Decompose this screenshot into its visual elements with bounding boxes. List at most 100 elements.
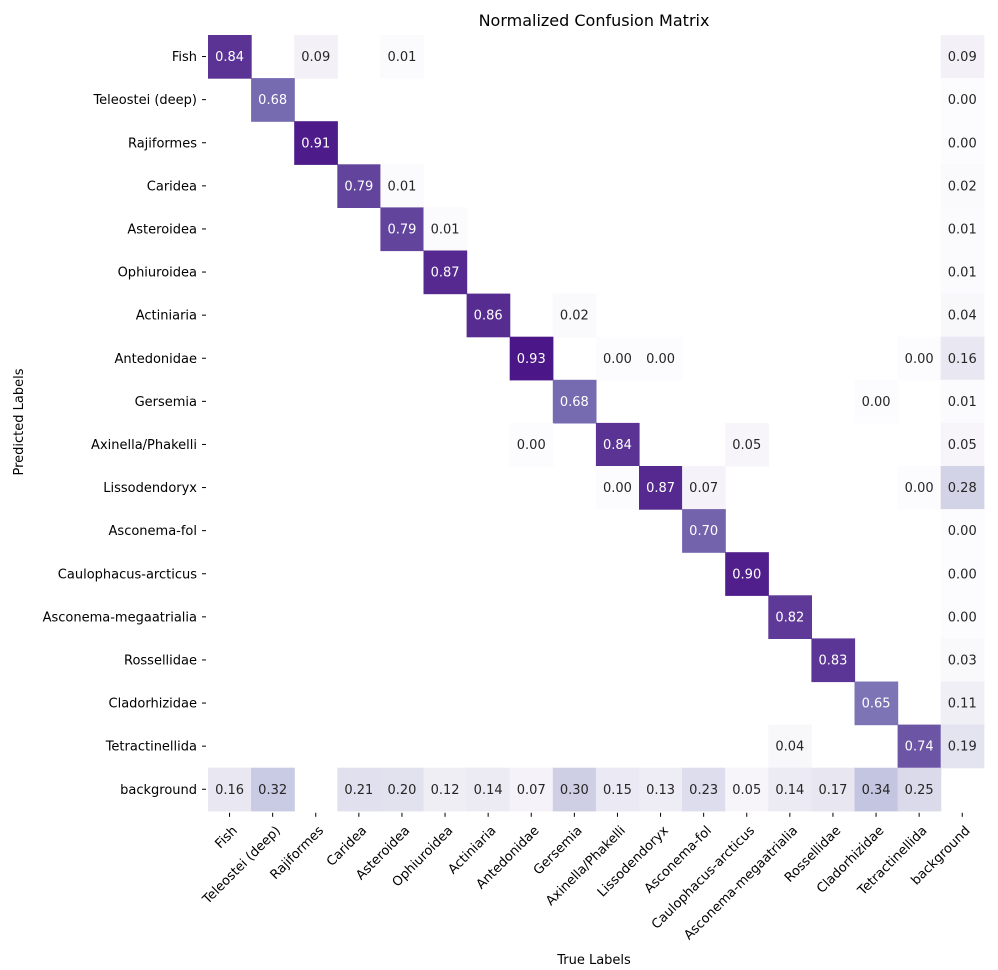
heatmap-cell [940, 78, 985, 122]
y-tick-label: Rajiformes [128, 136, 197, 151]
cell-value-label: 0.02 [560, 309, 589, 324]
cell-value-label: 0.00 [948, 610, 977, 625]
y-tick-label: Rossellidae [124, 653, 197, 668]
y-tick-label: Lissodendoryx [103, 481, 197, 496]
cell-value-label: 0.84 [603, 438, 632, 453]
heatmap-cell [940, 164, 985, 208]
cell-value-label: 0.34 [862, 783, 891, 798]
y-tick-label: Tetractinellida [105, 740, 197, 755]
cell-value-label: 0.00 [905, 481, 934, 496]
y-tick-label: Asconema-fol [109, 524, 197, 539]
cell-value-label: 0.25 [905, 783, 934, 798]
cell-value-label: 0.74 [905, 740, 934, 755]
y-tick-label: Actiniaria [136, 309, 197, 324]
heatmap-cell [854, 379, 899, 424]
heatmap-cell [423, 207, 468, 252]
y-axis-ticks: Fish Teleostei (deep) Rajiformes Caridea Ast… [43, 50, 206, 798]
cell-value-label: 0.21 [344, 783, 373, 798]
cell-value-label: 0.00 [948, 524, 977, 539]
cell-value-label: 0.03 [948, 653, 977, 668]
x-tick-label: Axinella/Phakelli [543, 823, 629, 909]
heatmap-cell [725, 552, 769, 596]
cell-value-label: 0.05 [948, 438, 977, 453]
heatmap-cell [768, 767, 812, 812]
heatmap-cell [595, 422, 640, 467]
heatmap-cell [897, 724, 942, 769]
cell-value-label: 0.00 [646, 352, 675, 367]
cell-value-label: 0.65 [862, 697, 891, 712]
cell-value-label: 0.01 [387, 179, 416, 194]
cell-value-label: 0.82 [775, 610, 804, 625]
heatmap-cell [251, 767, 295, 812]
cell-value-label: 0.20 [387, 783, 416, 798]
heatmap-cell [208, 767, 252, 812]
cell-value-label: 0.01 [387, 50, 416, 65]
heatmap-cell [725, 422, 769, 467]
cell-value-label: 0.14 [775, 783, 804, 798]
y-tick-label: Antedonidae [114, 352, 197, 367]
heatmap-cell [682, 767, 726, 812]
cell-value-label: 0.93 [517, 352, 546, 367]
heatmap-cell [940, 552, 985, 596]
x-tick-label: Teleostei (deep) [199, 823, 284, 908]
heatmap-cell [380, 164, 425, 208]
cell-value-label: 0.02 [948, 179, 977, 194]
heatmap-cell [639, 336, 683, 381]
cell-value-label: 0.01 [948, 266, 977, 281]
cell-value-label: 0.32 [258, 783, 287, 798]
cell-value-label: 0.00 [517, 438, 546, 453]
y-tick-label: Fish [172, 50, 197, 65]
cell-value-label: 0.00 [905, 352, 934, 367]
cell-value-label: 0.01 [948, 222, 977, 237]
y-tick-label: Caridea [147, 179, 197, 194]
heatmap-cell [552, 379, 597, 424]
cell-value-label: 0.07 [517, 783, 546, 798]
cell-value-label: 0.68 [258, 93, 287, 108]
cell-value-label: 0.05 [732, 783, 761, 798]
heatmap-cell [811, 767, 856, 812]
heatmap-cell [940, 595, 985, 639]
heatmap-cell [380, 767, 425, 812]
heatmap-cells: 0.84 0.09 0.01 0.09 0.68 0.00 0.91 0.00 0.79 0.01… [208, 35, 985, 812]
heatmap-cell [940, 336, 985, 381]
heatmap-cell [337, 767, 381, 812]
cell-value-label: 0.09 [301, 50, 330, 65]
heatmap-cell [552, 767, 597, 812]
cell-value-label: 0.11 [948, 697, 977, 712]
heatmap-cell [466, 293, 511, 338]
cell-value-label: 0.79 [344, 179, 373, 194]
cell-value-label: 0.00 [603, 481, 632, 496]
cell-value-label: 0.79 [387, 222, 416, 237]
cell-value-label: 0.16 [215, 783, 244, 798]
heatmap-cell [466, 767, 511, 812]
heatmap-cell [940, 35, 985, 79]
heatmap-cell [509, 336, 554, 381]
cell-value-label: 0.00 [862, 395, 891, 410]
y-tick-label: Teleostei (deep) [92, 93, 197, 108]
heatmap-cell [940, 379, 985, 424]
heatmap-cell [380, 35, 425, 79]
heatmap-cell [682, 509, 726, 553]
cell-value-label: 0.16 [948, 352, 977, 367]
cell-value-label: 0.86 [474, 309, 503, 324]
heatmap-cell [595, 767, 640, 812]
heatmap-cell [940, 422, 985, 467]
heatmap-cell [423, 250, 468, 295]
cell-value-label: 0.70 [689, 524, 718, 539]
y-tick-label: Ophiuroidea [118, 266, 197, 281]
cell-value-label: 0.68 [560, 395, 589, 410]
cell-value-label: 0.28 [948, 481, 977, 496]
heatmap-cell [294, 121, 338, 165]
heatmap-cell [552, 293, 597, 338]
cell-value-label: 0.00 [948, 136, 977, 151]
heatmap-cell [768, 724, 812, 769]
cell-value-label: 0.23 [689, 783, 718, 798]
heatmap-cell [251, 78, 295, 122]
cell-value-label: 0.91 [301, 136, 330, 151]
heatmap-cell [940, 293, 985, 338]
cell-value-label: 0.15 [603, 783, 632, 798]
y-tick-label: Caulophacus-arcticus [58, 567, 197, 582]
cell-value-label: 0.83 [818, 653, 847, 668]
